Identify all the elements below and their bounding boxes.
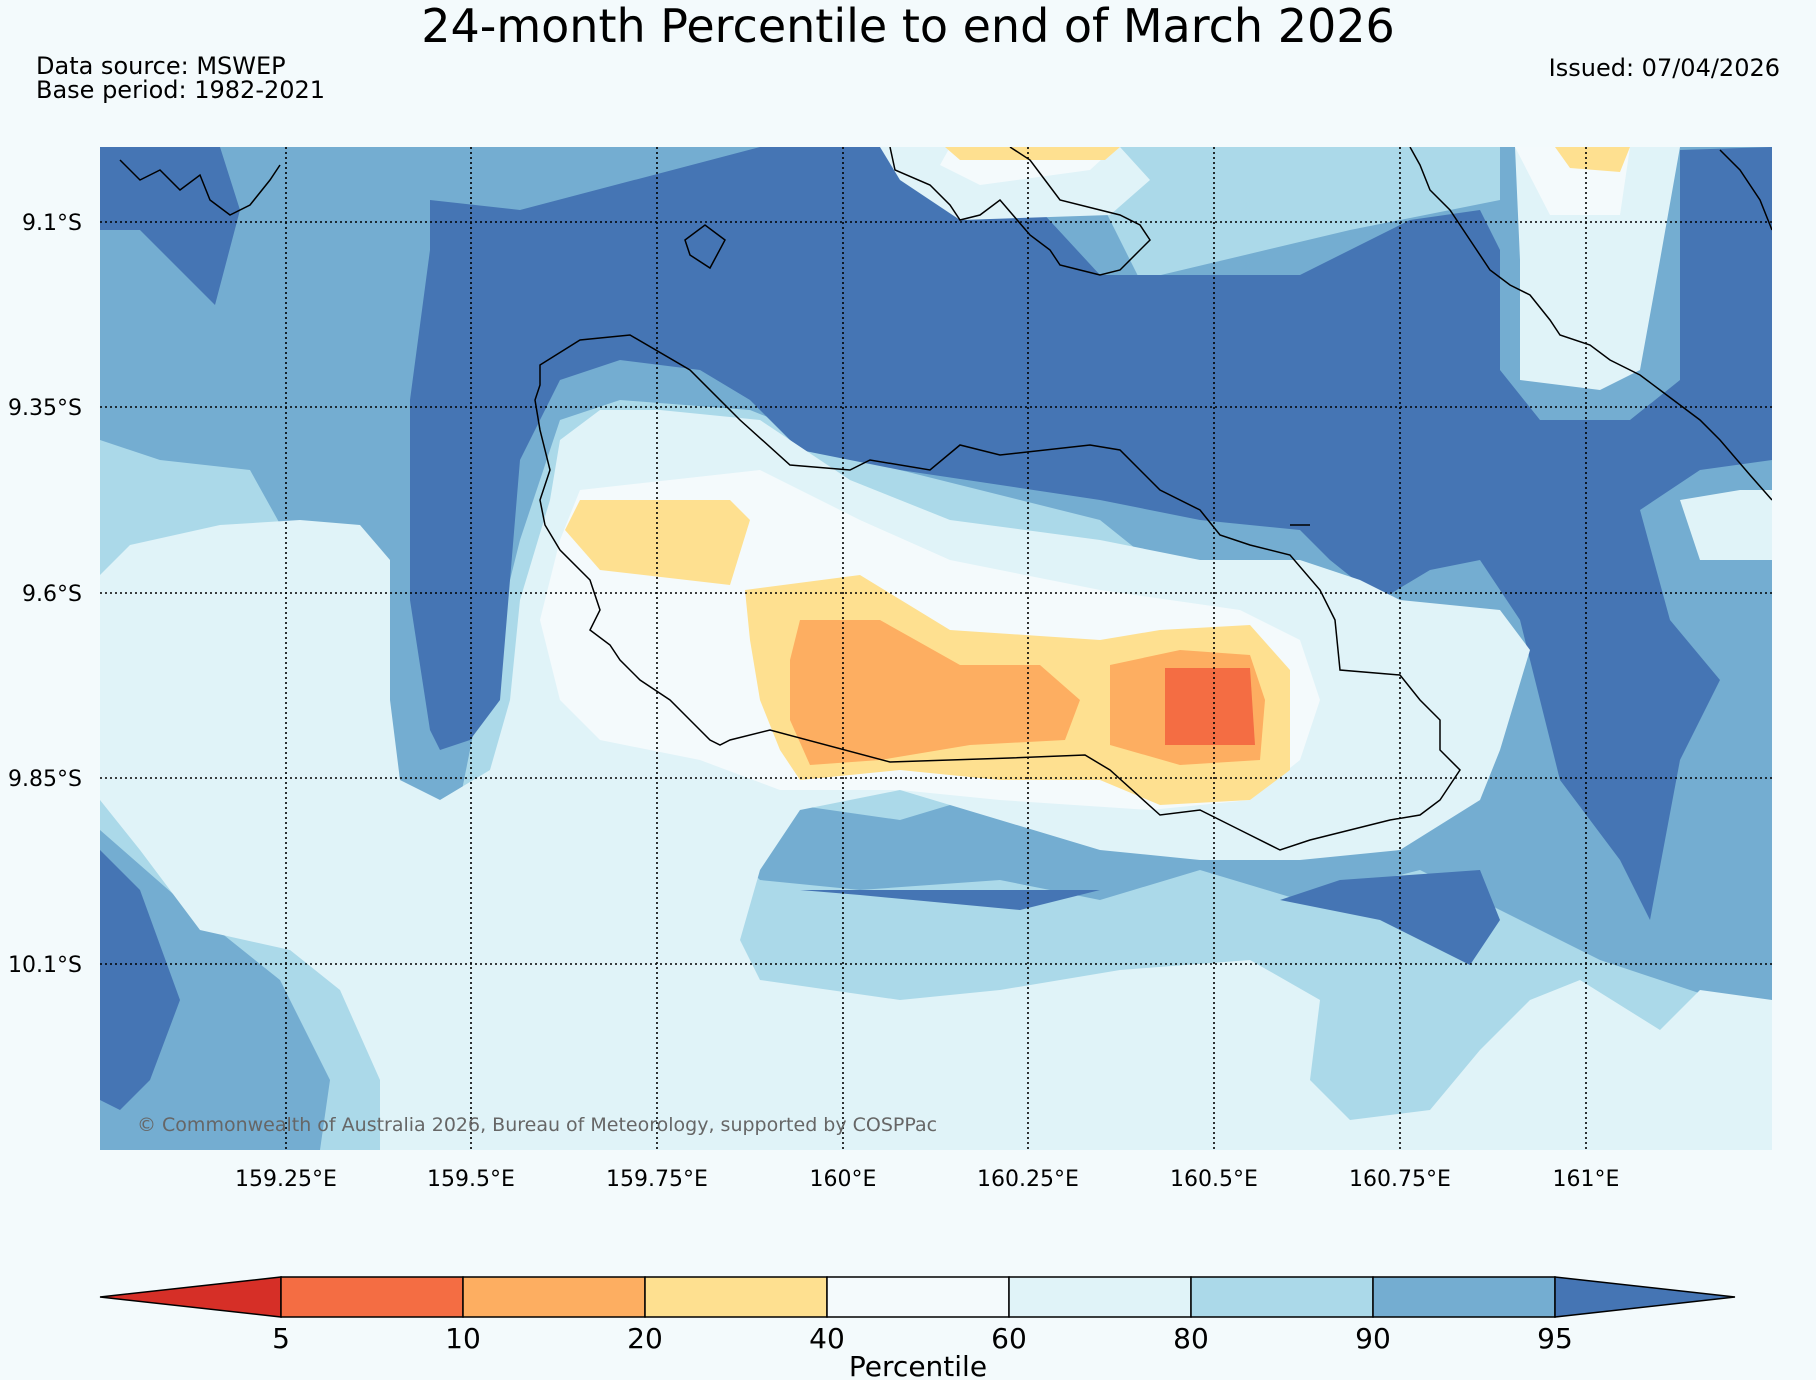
lon-label: 160.75°E [1349,1167,1451,1192]
contour-60-80 [1680,490,1772,560]
lon-label: 160.5°E [1170,1167,1258,1192]
contour-5-10 [1165,668,1255,745]
colorbar-tick: 80 [1173,1322,1209,1355]
colorbar-tick: 40 [809,1322,845,1355]
lon-label: 159.25°E [235,1167,337,1192]
colorbar-segment-20-40 [644,1276,828,1318]
base-period-text: Base period: 1982-2021 [36,76,326,104]
colorbar-segment-10-20 [462,1276,646,1318]
contour-above-95 [100,850,180,1110]
metadata-left: Data source: MSWEP Base period: 1982-202… [36,54,325,102]
colorbar-tick: 5 [272,1322,290,1355]
coastline-north [889,147,1151,276]
contour-above-95 [800,890,1100,910]
colorbar-segment-60-80 [1008,1276,1192,1318]
contour-10-20 [790,620,1080,765]
lon-label: 160.25°E [977,1167,1079,1192]
lat-label: 9.85°S [8,767,82,792]
colorbar-title: Percentile [849,1350,987,1380]
lon-label: 160°E [810,1167,877,1192]
longitude-labels: 159.25°E 159.5°E 159.75°E 160°E 160.25°E… [235,1167,1619,1192]
copyright-text: © Commonwealth of Australia 2026, Bureau… [137,1114,937,1136]
lat-label: 10.1°S [8,953,82,978]
colorbar-segment-5-10 [280,1276,464,1318]
issued-date-text: Issued: 07/04/2026 [1548,54,1780,82]
data-source-text: Data source: MSWEP [36,52,286,80]
coastline [119,147,1772,851]
colorbar-tick: 95 [1537,1322,1573,1355]
contour-above-95 [1280,870,1500,965]
lon-label: 159.75°E [606,1167,708,1192]
colorbar-tick: 60 [991,1322,1027,1355]
colorbar-tick: 90 [1355,1322,1391,1355]
colorbar-tick: 20 [627,1322,663,1355]
colorbar: 5 10 20 40 60 80 90 95 Percentile [99,1276,1736,1380]
coastline-northeast [1719,149,1772,231]
contour-20-40 [1555,147,1630,172]
colorbar-segment-90-95 [1372,1276,1556,1318]
colorbar-ticks: 5 10 20 40 60 80 90 95 [272,1322,1573,1355]
colorbar-segment-80-90 [1190,1276,1374,1318]
lat-label: 9.6°S [22,582,82,607]
colorbar-segment-40-60 [826,1276,1010,1318]
latitude-labels: 9.1°S 9.35°S 9.6°S 9.85°S 10.1°S [8,211,82,978]
lat-label: 9.1°S [22,211,82,236]
percentile-contour-map [100,147,1772,1150]
island-coastline [534,334,1461,851]
contour-above-95 [410,147,1772,920]
lat-label: 9.35°S [8,396,82,421]
islet-coastline [684,224,726,270]
graticule [100,147,1772,1150]
lon-label: 159.5°E [427,1167,515,1192]
colorbar-arrow-low [99,1276,282,1318]
colorbar-arrow-high [1554,1276,1736,1318]
map-title: 24-month Percentile to end of March 2026 [421,0,1395,53]
coastline-northwest [119,159,281,216]
contour-20-40 [945,147,1120,160]
colorbar-tick: 10 [445,1322,481,1355]
lon-label: 161°E [1553,1167,1620,1192]
contour-90-95 [100,830,330,1150]
coastline-east [1409,147,1772,501]
